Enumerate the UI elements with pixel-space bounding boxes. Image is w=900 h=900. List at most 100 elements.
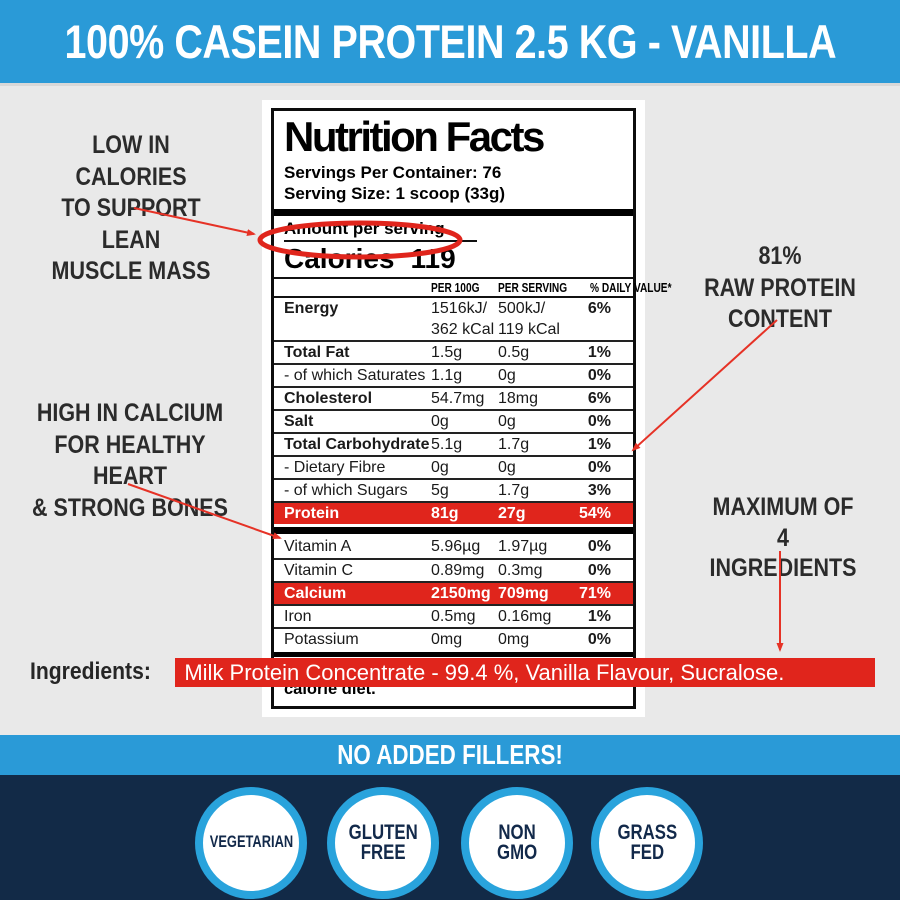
cell-per-serving: 0.5g: [498, 343, 530, 361]
no-added-fillers-text: NO ADDED FILLERS!: [337, 739, 563, 770]
product-title: 100% CASEIN PROTEIN 2.5 KG - VANILLA: [64, 15, 836, 68]
cell-per-100g: 5.1g: [431, 435, 463, 453]
badge-gluten-free: GLUTEN FREE: [327, 787, 439, 899]
amount-per-serving-label: Amount per serving: [284, 219, 478, 242]
cell-per-100g: 1.5g: [431, 343, 463, 361]
cell-nutrient-name: Potassium: [284, 630, 359, 648]
nutrition-table-row: Total Fat 1.5g 0.5g 1%: [274, 339, 633, 363]
thin-divider: [274, 651, 633, 657]
thick-divider: [274, 526, 633, 534]
cell-per-serving: 0.16mg: [498, 607, 552, 625]
cell-daily-value: 0%: [587, 630, 611, 648]
callout-max-ingredients: MAXIMUM OF 4 INGREDIENTS: [709, 493, 857, 582]
cell-per-serving: 0g: [498, 412, 516, 430]
cell-per-serving: 1.7g: [498, 435, 530, 453]
cell-per-100g: 0g: [431, 458, 449, 476]
cell-daily-value: 1%: [587, 343, 611, 361]
callout-raw-protein: 81% RAW PROTEIN CONTENT: [704, 242, 856, 333]
nutrition-facts-title: Nutrition Facts: [284, 113, 545, 160]
cell-nutrient-name: Salt: [284, 412, 314, 430]
arrow-to-protein: [631, 319, 778, 452]
cell-per-serving: 0mg: [498, 630, 530, 648]
thick-divider: [274, 208, 633, 216]
cell-daily-value: 71%: [578, 584, 611, 602]
cell-nutrient-name: - of which Saturates: [284, 366, 426, 384]
nutrition-table-row: - of which Saturates 1.1g 0g 0%: [274, 362, 633, 386]
nutrition-table-row: Vitamin C 0.89mg 0.3mg 0%: [274, 557, 633, 581]
col-per-serving: PER SERVING: [498, 279, 568, 295]
cell-nutrient-name: Energy: [284, 299, 339, 317]
nutrition-rows-main: Energy 1516kJ/ 362 kCal 500kJ/ 119 kCal 6% T…: [274, 298, 633, 524]
nutrition-table-row: - Dietary Fibre 0g 0g 0%: [274, 454, 633, 478]
nutrition-table-row: Potassium 0mg 0mg 0%: [274, 626, 633, 650]
nutrition-table-row: Calcium 2150mg 709mg 71%: [274, 580, 633, 604]
cell-per-serving: 0.3mg: [498, 561, 543, 579]
nutrition-table-row: Cholesterol 54.7mg 18mg 6%: [274, 385, 633, 409]
cell-per-100g: 54.7mg: [431, 389, 485, 407]
cell-daily-value: 1%: [587, 607, 611, 625]
cell-nutrient-name: Calcium: [284, 584, 347, 602]
cell-per-100g: 0mg: [431, 630, 463, 648]
product-title-banner: 100% CASEIN PROTEIN 2.5 KG - VANILLA: [0, 0, 900, 86]
serving-size: Serving Size: 1 scoop (33g): [284, 183, 506, 203]
cell-per-100g: 1516kJ/ 362 kCal: [431, 299, 495, 338]
cell-per-100g: 81g: [431, 504, 459, 522]
col-daily-value: % DAILY VALUE*: [589, 279, 672, 295]
nutrition-table-row: - of which Sugars 5g 1.7g 3%: [274, 477, 633, 501]
footer-background: [0, 775, 900, 900]
cell-per-100g: 0g: [431, 412, 449, 430]
badge-non-gmo: NON GMO: [461, 787, 573, 899]
cell-daily-value: 0%: [587, 561, 611, 579]
cell-nutrient-name: Vitamin C: [284, 561, 354, 579]
nutrition-table-row: Iron 0.5mg 0.16mg 1%: [274, 603, 633, 627]
cell-nutrient-name: - Dietary Fibre: [284, 458, 386, 476]
cell-daily-value: 6%: [587, 299, 611, 317]
cell-per-serving: 0g: [498, 366, 516, 384]
ingredients-strip: Ingredients: Milk Protein Concentrate - …: [30, 657, 875, 687]
cell-per-100g: 1.1g: [431, 366, 463, 384]
nutrition-table-row: Protein 81g 27g 54%: [274, 500, 633, 524]
cell-daily-value: 0%: [587, 366, 611, 384]
cell-daily-value: 0%: [587, 458, 611, 476]
cell-per-serving: 1.7g: [498, 481, 530, 499]
cell-nutrient-name: Vitamin A: [284, 537, 352, 555]
nutrition-table-row: Salt 0g 0g 0%: [274, 408, 633, 432]
cell-per-100g: 5.96µg: [431, 537, 481, 555]
badge-grass-fed: GRASS FED: [591, 787, 703, 899]
no-added-fillers-banner: NO ADDED FILLERS!: [0, 735, 900, 775]
cell-nutrient-name: Total Carbohydrate: [284, 435, 430, 453]
nutrition-table-row: Energy 1516kJ/ 362 kCal 500kJ/ 119 kCal 6%: [274, 298, 633, 340]
cell-per-serving: 27g: [498, 504, 526, 522]
nutrition-table-header: PER 100G PER SERVING % DAILY VALUE*: [274, 276, 672, 298]
cell-per-serving: 18mg: [498, 389, 539, 407]
cell-nutrient-name: Total Fat: [284, 343, 350, 361]
ingredients-value-highlight: Milk Protein Concentrate - 99.4 %, Vanil…: [175, 657, 875, 687]
nutrition-label-border: Nutrition Facts Servings Per Container: …: [271, 108, 672, 710]
nutrition-rows-micro: Vitamin A 5.96µg 1.97µg 0% Vitamin C 0.89mg 0.…: [274, 536, 633, 650]
cell-daily-value: 0%: [587, 412, 611, 430]
cell-daily-value: 3%: [587, 481, 611, 499]
nutrition-table-row: Total Carbohydrate 5.1g 1.7g 1%: [274, 431, 633, 455]
cell-per-serving: 500kJ/ 119 kCal: [498, 299, 560, 338]
cell-daily-value: 1%: [587, 435, 611, 453]
cell-per-serving: 709mg: [498, 584, 549, 602]
calories-label: Calories: [284, 242, 395, 274]
cell-nutrient-name: - of which Sugars: [284, 481, 408, 499]
cell-daily-value: 54%: [578, 504, 611, 522]
nutrition-table-row: Vitamin A 5.96µg 1.97µg 0%: [274, 536, 633, 558]
cell-nutrient-name: Protein: [284, 504, 340, 522]
cell-daily-value: 0%: [587, 537, 611, 555]
servings-per-container: Servings Per Container: 76: [284, 162, 502, 182]
cell-nutrient-name: Iron: [284, 607, 312, 625]
cell-daily-value: 6%: [587, 389, 611, 407]
cell-per-serving: 1.97µg: [498, 537, 548, 555]
badge-vegetarian: VEGETARIAN: [195, 787, 307, 899]
calories-value: 119: [410, 242, 456, 274]
cell-per-100g: 0.89mg: [431, 561, 485, 579]
cell-nutrient-name: Cholesterol: [284, 389, 373, 407]
cell-per-100g: 0.5mg: [431, 607, 476, 625]
cell-per-serving: 0g: [498, 458, 516, 476]
cell-per-100g: 2150mg: [431, 584, 491, 602]
col-per-100g: PER 100G: [431, 279, 480, 295]
